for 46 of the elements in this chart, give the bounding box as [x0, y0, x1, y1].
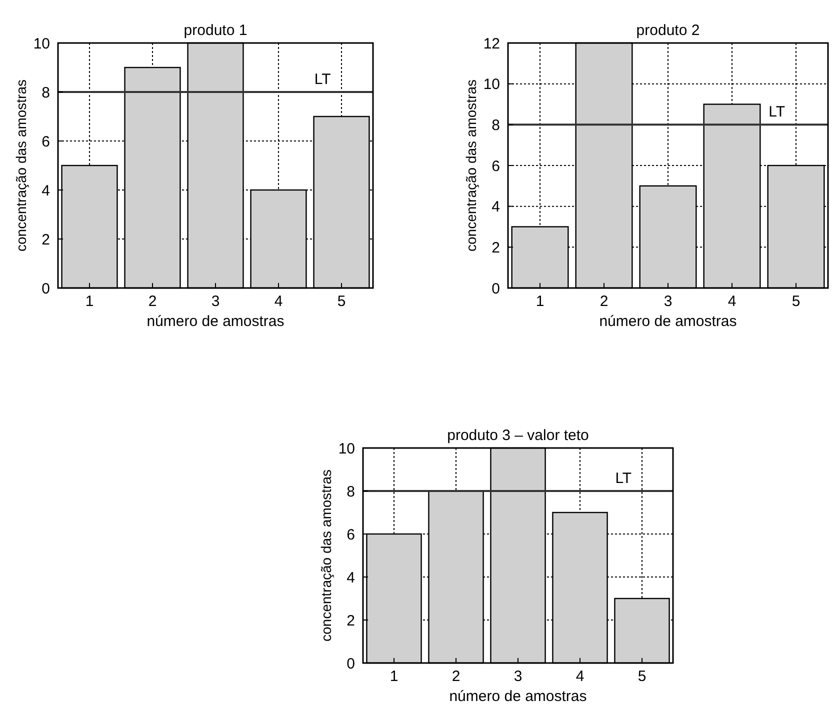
x-tick-label: 1 — [536, 293, 544, 310]
x-axis-title: número de amostras — [146, 313, 284, 330]
y-tick-label: 10 — [338, 440, 355, 458]
y-axis-title: concentração das amostras — [13, 80, 29, 252]
ref-line-label: LT — [314, 71, 331, 88]
y-tick-label: 10 — [483, 76, 500, 94]
y-tick-label: 2 — [346, 612, 355, 630]
x-tick-label: 3 — [514, 668, 522, 685]
y-tick-label: 6 — [42, 133, 50, 150]
x-tick-label: 2 — [600, 293, 608, 310]
y-tick-label: 4 — [42, 182, 50, 200]
chart-title: produto 1 — [184, 22, 248, 39]
y-axis-title: concentração das amostras — [318, 470, 334, 642]
y-tick-label: 0 — [346, 655, 355, 672]
x-tick-label: 2 — [148, 293, 157, 310]
x-tick-label: 3 — [664, 293, 672, 310]
x-tick-label: 5 — [638, 668, 646, 685]
x-axis-title: número de amostras — [599, 313, 737, 330]
y-tick-label: 2 — [42, 231, 50, 248]
chart-title: produto 2 — [636, 22, 700, 39]
x-tick-label: 4 — [274, 293, 283, 310]
x-tick-label: 4 — [576, 668, 584, 685]
x-tick-label: 1 — [390, 668, 398, 685]
y-tick-label: 2 — [492, 239, 500, 256]
y-tick-label: 8 — [346, 483, 355, 500]
x-axis-title: número de amostras — [449, 688, 587, 705]
ref-line-label: LT — [768, 104, 786, 121]
y-axis-title: concentração das amostras — [463, 80, 479, 252]
x-tick-label: 1 — [85, 293, 94, 310]
x-tick-label: 3 — [211, 293, 220, 310]
y-tick-label: 6 — [346, 526, 355, 544]
chart-title: produto 3 – valor teto — [447, 427, 589, 444]
ref-line-label: LT — [615, 470, 632, 487]
y-tick-label: 0 — [42, 280, 50, 298]
y-tick-label: 12 — [483, 35, 500, 52]
y-tick-label: 0 — [492, 280, 500, 298]
x-tick-label: 5 — [792, 293, 800, 310]
x-tick-label: 4 — [728, 293, 736, 310]
x-tick-label: 2 — [452, 668, 460, 685]
y-tick-label: 8 — [492, 116, 500, 134]
x-tick-label: 5 — [337, 293, 346, 310]
y-tick-label: 4 — [346, 569, 355, 586]
y-tick-label: 10 — [33, 35, 50, 52]
y-tick-label: 8 — [42, 84, 50, 102]
y-tick-label: 6 — [492, 158, 500, 175]
y-tick-label: 4 — [492, 198, 500, 216]
